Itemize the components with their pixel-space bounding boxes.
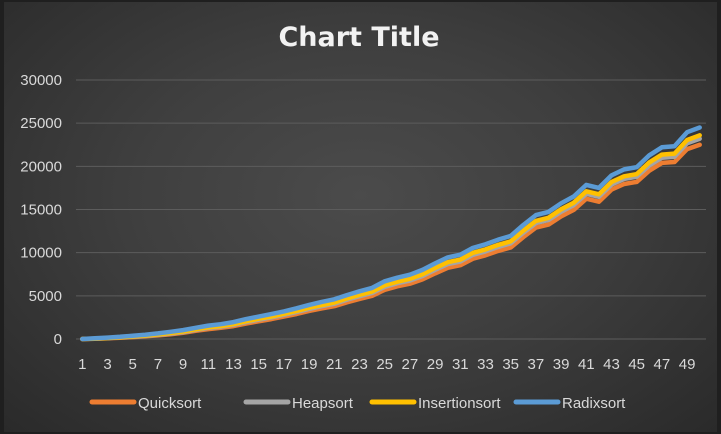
legend-label-quicksort: Quicksort	[138, 395, 202, 412]
x-tick-label: 49	[679, 356, 696, 373]
x-tick-label: 21	[326, 356, 343, 373]
legend-label-insertionsort: Insertionsort	[418, 395, 501, 412]
y-axis-ticks: 0 5000 10000 15000 20000 25000 30000	[20, 72, 62, 348]
legend-label-radixsort: Radixsort	[562, 395, 626, 412]
line-chart: Chart Title 0 5000 10000 15000 20000 25000 300…	[20, 22, 706, 412]
series-line-radixsort	[80, 125, 702, 342]
legend-label-heapsort: Heapsort	[292, 395, 354, 412]
x-tick-label: 45	[628, 356, 645, 373]
x-tick-label: 15	[250, 356, 267, 373]
x-tick-label: 5	[129, 356, 137, 373]
x-tick-label: 25	[376, 356, 393, 373]
x-tick-label: 39	[553, 356, 570, 373]
x-tick-label: 19	[301, 356, 318, 373]
legend: Quicksort Heapsort Insertionsort Radixsort	[89, 395, 626, 412]
chart-title: Chart Title	[278, 22, 439, 53]
x-tick-label: 29	[427, 356, 444, 373]
y-tick-label: 15000	[20, 202, 62, 219]
y-tick-label: 10000	[20, 245, 62, 262]
x-tick-label: 17	[276, 356, 293, 373]
series-line-quicksort	[80, 142, 702, 342]
x-tick-label: 33	[477, 356, 494, 373]
x-tick-label: 13	[225, 356, 242, 373]
gridlines	[76, 79, 706, 340]
x-tick-label: 3	[103, 356, 111, 373]
x-tick-label: 23	[351, 356, 368, 373]
x-tick-label: 27	[402, 356, 419, 373]
chart-area: Chart Title 0 5000 10000 15000 20000 25000 300…	[4, 2, 717, 432]
x-axis-ticks: 1 3 5 7 9 11 13 15 17 19 21 23 25 27 29 31 33 35 37 39 41 43 4…	[78, 356, 695, 373]
x-tick-label: 41	[578, 356, 595, 373]
y-tick-label: 20000	[20, 158, 62, 175]
x-tick-label: 11	[201, 356, 217, 373]
x-tick-label: 35	[502, 356, 519, 373]
x-tick-label: 31	[452, 356, 469, 373]
x-tick-label: 1	[78, 356, 86, 373]
x-tick-label: 43	[603, 356, 620, 373]
x-tick-label: 37	[528, 356, 545, 373]
y-tick-label: 30000	[20, 72, 62, 89]
y-tick-label: 5000	[29, 288, 62, 305]
x-tick-label: 9	[179, 356, 187, 373]
y-tick-label: 0	[54, 331, 62, 348]
x-tick-label: 47	[654, 356, 671, 373]
series-line-heapsort	[80, 136, 702, 342]
x-tick-label: 7	[154, 356, 162, 373]
y-tick-label: 25000	[20, 115, 62, 132]
series-lines	[80, 125, 702, 342]
